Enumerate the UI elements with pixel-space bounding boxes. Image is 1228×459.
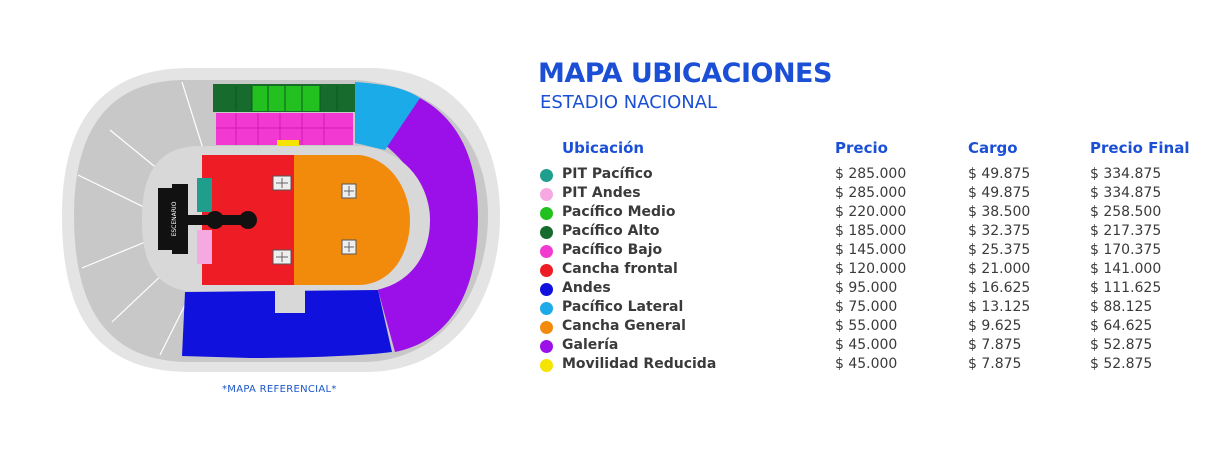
- table-row: Galería $ 45.000 $ 7.875 $ 52.875: [540, 337, 1220, 356]
- walkway: [275, 285, 305, 313]
- table-row: Pacífico Lateral $ 75.000 $ 13.125 $ 88.125: [540, 299, 1220, 318]
- zone-price: $ 95.000: [835, 280, 898, 296]
- zone-color-dot: [540, 302, 553, 315]
- stage-label: ESCENARIO: [171, 201, 178, 236]
- zone-fee: $ 13.125: [968, 299, 1031, 315]
- table-row: PIT Andes $ 285.000 $ 49.875 $ 334.875: [540, 185, 1220, 204]
- stage-end: [239, 211, 257, 229]
- zone-price: $ 145.000: [835, 242, 907, 258]
- zone-color-dot: [540, 169, 553, 182]
- header-price: Precio: [835, 139, 888, 157]
- zone-final-price: $ 141.000: [1090, 261, 1162, 277]
- zone-final-price: $ 52.875: [1090, 337, 1153, 353]
- zone-name: Movilidad Reducida: [562, 356, 717, 372]
- zone-final-price: $ 52.875: [1090, 356, 1153, 372]
- zone-final-price: $ 64.625: [1090, 318, 1153, 334]
- zone-price: $ 185.000: [835, 223, 907, 239]
- zone-name: Galería: [562, 337, 619, 353]
- zone-andes[interactable]: [182, 290, 392, 358]
- stage-wing-top: [172, 184, 188, 192]
- zone-name: Pacífico Lateral: [562, 299, 684, 315]
- zone-fee: $ 38.500: [968, 204, 1031, 220]
- table-row: Pacífico Bajo $ 145.000 $ 25.375 $ 170.375: [540, 242, 1220, 261]
- pacifico-alto-lines: [235, 86, 338, 111]
- header-location: Ubicación: [562, 139, 645, 157]
- zone-color-dot: [540, 283, 553, 296]
- zone-fee: $ 16.625: [968, 280, 1031, 296]
- table-row: Cancha General $ 55.000 $ 9.625 $ 64.625: [540, 318, 1220, 337]
- zone-price: $ 45.000: [835, 356, 898, 372]
- zone-pit-andes[interactable]: [197, 230, 212, 264]
- stage-wing-bottom: [172, 246, 188, 254]
- zone-color-dot: [540, 226, 553, 239]
- zone-fee: $ 32.375: [968, 223, 1031, 239]
- zone-final-price: $ 334.875: [1090, 185, 1162, 201]
- zone-fee: $ 7.875: [968, 337, 1022, 353]
- table-row: Cancha frontal $ 120.000 $ 21.000 $ 141.000: [540, 261, 1220, 280]
- zone-price: $ 75.000: [835, 299, 898, 315]
- zone-name: Pacífico Alto: [562, 223, 660, 239]
- zone-pit-pacifico[interactable]: [197, 178, 212, 212]
- stage: [158, 188, 188, 250]
- pacifico-bajo-lines: [216, 113, 353, 145]
- zone-name: Cancha General: [562, 318, 686, 334]
- zone-fee: $ 7.875: [968, 356, 1022, 372]
- zone-price: $ 285.000: [835, 166, 907, 182]
- map-caption: *MAPA REFERENCIAL*: [222, 384, 337, 395]
- zone-final-price: $ 217.375: [1090, 223, 1162, 239]
- zone-cancha-general[interactable]: [294, 155, 410, 285]
- zone-fee: $ 21.000: [968, 261, 1031, 277]
- zone-price: $ 220.000: [835, 204, 907, 220]
- page-title: MAPA UBICACIONES: [538, 58, 832, 89]
- zone-name: Pacífico Bajo: [562, 242, 663, 258]
- table-row: Movilidad Reducida $ 45.000 $ 7.875 $ 52.87…: [540, 356, 1220, 375]
- zone-color-dot: [540, 245, 553, 258]
- table-row: Andes $ 95.000 $ 16.625 $ 111.625: [540, 280, 1220, 299]
- zone-name: Pacífico Medio: [562, 204, 676, 220]
- zone-fee: $ 49.875: [968, 166, 1031, 182]
- zone-color-dot: [540, 359, 553, 372]
- zone-color-dot: [540, 188, 553, 201]
- zone-fee: $ 9.625: [968, 318, 1022, 334]
- table-row: PIT Pacífico $ 285.000 $ 49.875 $ 334.875: [540, 166, 1220, 185]
- zone-pacifico-medio[interactable]: [252, 86, 320, 111]
- zone-name: PIT Andes: [562, 185, 641, 201]
- zone-price: $ 120.000: [835, 261, 907, 277]
- zone-name: Andes: [562, 280, 611, 296]
- table-row: Pacífico Alto $ 185.000 $ 32.375 $ 217.375: [540, 223, 1220, 242]
- zone-final-price: $ 334.875: [1090, 166, 1162, 182]
- zone-price: $ 285.000: [835, 185, 907, 201]
- zone-fee: $ 25.375: [968, 242, 1031, 258]
- zone-pacifico-bajo[interactable]: [216, 113, 353, 145]
- zone-name: Cancha frontal: [562, 261, 678, 277]
- zone-name: PIT Pacífico: [562, 166, 653, 182]
- header-final-price: Precio Final: [1090, 139, 1190, 157]
- table-row: Pacífico Medio $ 220.000 $ 38.500 $ 258.500: [540, 204, 1220, 223]
- header-fee: Cargo: [968, 139, 1018, 157]
- zone-color-dot: [540, 207, 553, 220]
- zone-final-price: $ 258.500: [1090, 204, 1162, 220]
- zone-movilidad-reducida[interactable]: [277, 140, 299, 146]
- zone-color-dot: [540, 321, 553, 334]
- stage-b-stage: [206, 211, 224, 229]
- page-subtitle: ESTADIO NACIONAL: [540, 92, 718, 113]
- zone-final-price: $ 111.625: [1090, 280, 1162, 296]
- zone-price: $ 45.000: [835, 337, 898, 353]
- zone-price: $ 55.000: [835, 318, 898, 334]
- zone-color-dot: [540, 340, 553, 353]
- zone-fee: $ 49.875: [968, 185, 1031, 201]
- tower-crosses: [276, 178, 354, 262]
- zone-final-price: $ 170.375: [1090, 242, 1162, 258]
- zone-final-price: $ 88.125: [1090, 299, 1153, 315]
- zone-color-dot: [540, 264, 553, 277]
- zone-pacifico-lateral[interactable]: [355, 82, 420, 150]
- stadium-map: ESCENARIO: [62, 68, 500, 372]
